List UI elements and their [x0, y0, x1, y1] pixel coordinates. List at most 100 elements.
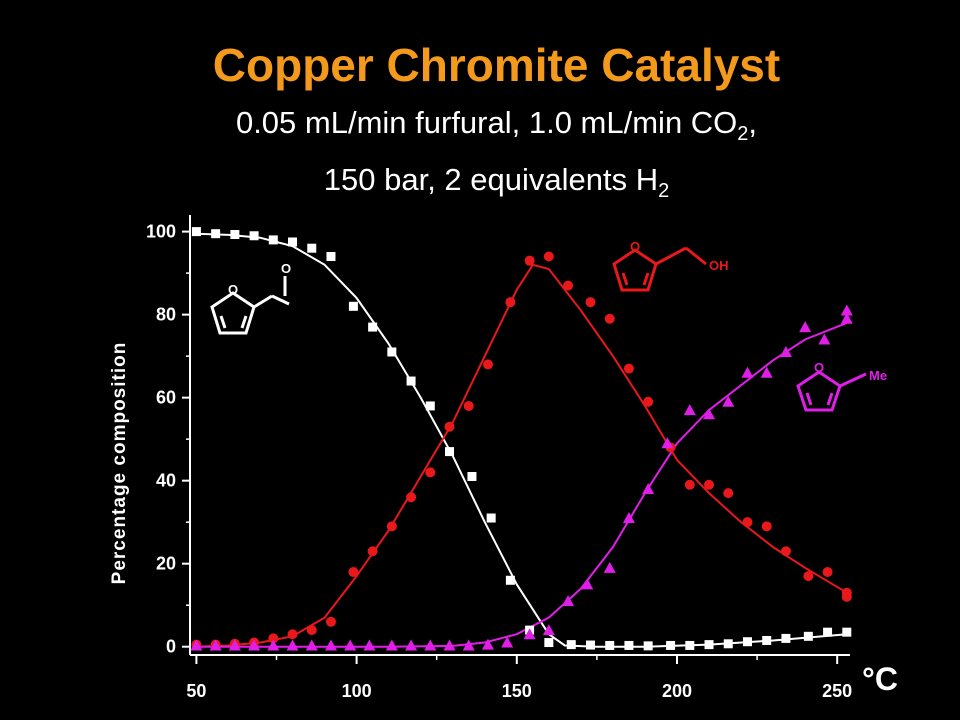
data-point-triangle	[818, 333, 831, 345]
data-point-square	[723, 639, 733, 649]
methylfuran-structure-icon: O Me	[796, 360, 887, 412]
data-point-circle	[643, 396, 654, 407]
data-point-circle	[306, 625, 317, 636]
data-point-triangle	[424, 639, 437, 651]
data-point-triangle	[523, 628, 536, 640]
data-point-circle	[704, 479, 715, 490]
data-point-triangle	[722, 395, 735, 407]
data-point-square	[445, 447, 455, 457]
data-point-triangle	[363, 639, 376, 651]
subtitle-line1: 0.05 mL/min furfural, 1.0 mL/min CO2,	[235, 105, 758, 145]
subtitle-line1-comma: ,	[748, 105, 758, 140]
data-point-triangle	[324, 639, 337, 651]
data-point-circle	[406, 492, 417, 503]
data-point-triangle	[741, 366, 754, 378]
y-tick-label: 80	[156, 305, 176, 325]
data-point-square	[348, 301, 358, 311]
data-point-triangle	[779, 345, 792, 357]
data-point-triangle	[209, 639, 222, 651]
y-tick-label: 100	[146, 222, 176, 242]
subtitle-line2-subscript: 2	[658, 180, 670, 203]
data-point-circle	[723, 488, 734, 499]
chart-subtitle: 0.05 mL/min furfural, 1.0 mL/min CO2, 15…	[0, 100, 960, 214]
y-tick-label: 40	[156, 471, 176, 491]
data-point-circle	[604, 313, 615, 324]
y-tick-label: 60	[156, 388, 176, 408]
data-point-circle	[444, 421, 455, 432]
data-point-triangle	[542, 624, 555, 636]
data-point-square	[585, 640, 595, 650]
data-point-square	[742, 637, 752, 647]
data-point-circle	[482, 359, 493, 370]
data-point-square	[307, 243, 317, 253]
data-point-circle	[780, 546, 791, 557]
subtitle-line2-text: 150 bar, 2 equivalents H	[323, 162, 659, 198]
data-point-square	[425, 401, 435, 411]
data-point-square	[666, 640, 676, 650]
data-point-square	[685, 640, 695, 650]
data-point-circle	[463, 400, 474, 411]
data-point-square	[249, 231, 259, 241]
data-point-circle	[742, 517, 753, 528]
data-point-square	[803, 631, 813, 641]
methylfuran-methyl-label: Me	[869, 368, 887, 383]
y-tick-label: 20	[156, 554, 176, 574]
data-point-square	[467, 472, 477, 482]
furfuryl-alcohol-structure-icon: O OH	[612, 239, 729, 292]
fit-line-1	[196, 263, 848, 648]
data-point-square	[268, 235, 278, 245]
data-point-circle	[425, 467, 436, 478]
data-point-square	[288, 237, 298, 247]
data-point-circle	[325, 616, 336, 627]
data-point-triangle	[581, 578, 594, 590]
subtitle-line1-text: 0.05 mL/min furfural, 1.0 mL/min CO	[235, 105, 738, 140]
data-point-triangle	[703, 408, 716, 420]
x-axis-unit-label: °C	[862, 661, 898, 697]
data-point-square	[624, 640, 634, 650]
data-point-square	[643, 641, 653, 651]
data-point-triangle	[385, 639, 398, 651]
data-point-triangle	[344, 639, 357, 651]
data-point-square	[505, 575, 515, 585]
data-point-circle	[585, 297, 596, 308]
data-point-triangle	[286, 639, 299, 651]
data-point-triangle	[603, 561, 616, 573]
furfural-structure-icon: O O	[210, 261, 291, 335]
data-point-square	[368, 322, 378, 332]
data-point-square	[387, 347, 397, 357]
data-point-triangle	[661, 437, 674, 449]
data-point-triangle	[267, 639, 280, 651]
furfural-carbonyl-oxygen: O	[281, 261, 291, 276]
x-tick-label: 250	[822, 681, 852, 701]
data-point-circle	[287, 629, 298, 640]
data-point-circle	[563, 280, 574, 291]
data-point-triangle	[799, 321, 812, 333]
alcohol-ring-oxygen: O	[630, 239, 640, 254]
x-tick-label: 200	[662, 681, 692, 701]
data-point-square	[781, 633, 791, 643]
data-point-triangle	[443, 639, 456, 651]
data-point-triangle	[840, 304, 853, 316]
data-point-circle	[822, 566, 833, 577]
x-tick-label: 150	[502, 681, 532, 701]
data-point-triangle	[462, 639, 475, 651]
data-point-circle	[268, 633, 279, 644]
data-points	[190, 227, 853, 651]
fit-line-0	[196, 232, 847, 648]
data-point-triangle	[501, 636, 514, 648]
data-point-square	[823, 627, 833, 637]
data-point-square	[544, 638, 554, 648]
data-point-triangle	[642, 482, 655, 494]
chart-title: Copper Chromite Catalyst	[212, 39, 781, 91]
data-point-triangle	[760, 366, 773, 378]
data-point-triangle	[481, 638, 494, 650]
data-point-circle	[841, 591, 852, 602]
data-point-triangle	[683, 404, 696, 416]
data-point-circle	[761, 521, 772, 532]
data-point-circle	[623, 363, 634, 374]
data-point-circle	[803, 571, 814, 582]
data-point-square	[406, 376, 416, 386]
data-point-circle	[684, 479, 695, 490]
data-point-square	[326, 252, 336, 262]
fit-line-2	[196, 321, 848, 648]
